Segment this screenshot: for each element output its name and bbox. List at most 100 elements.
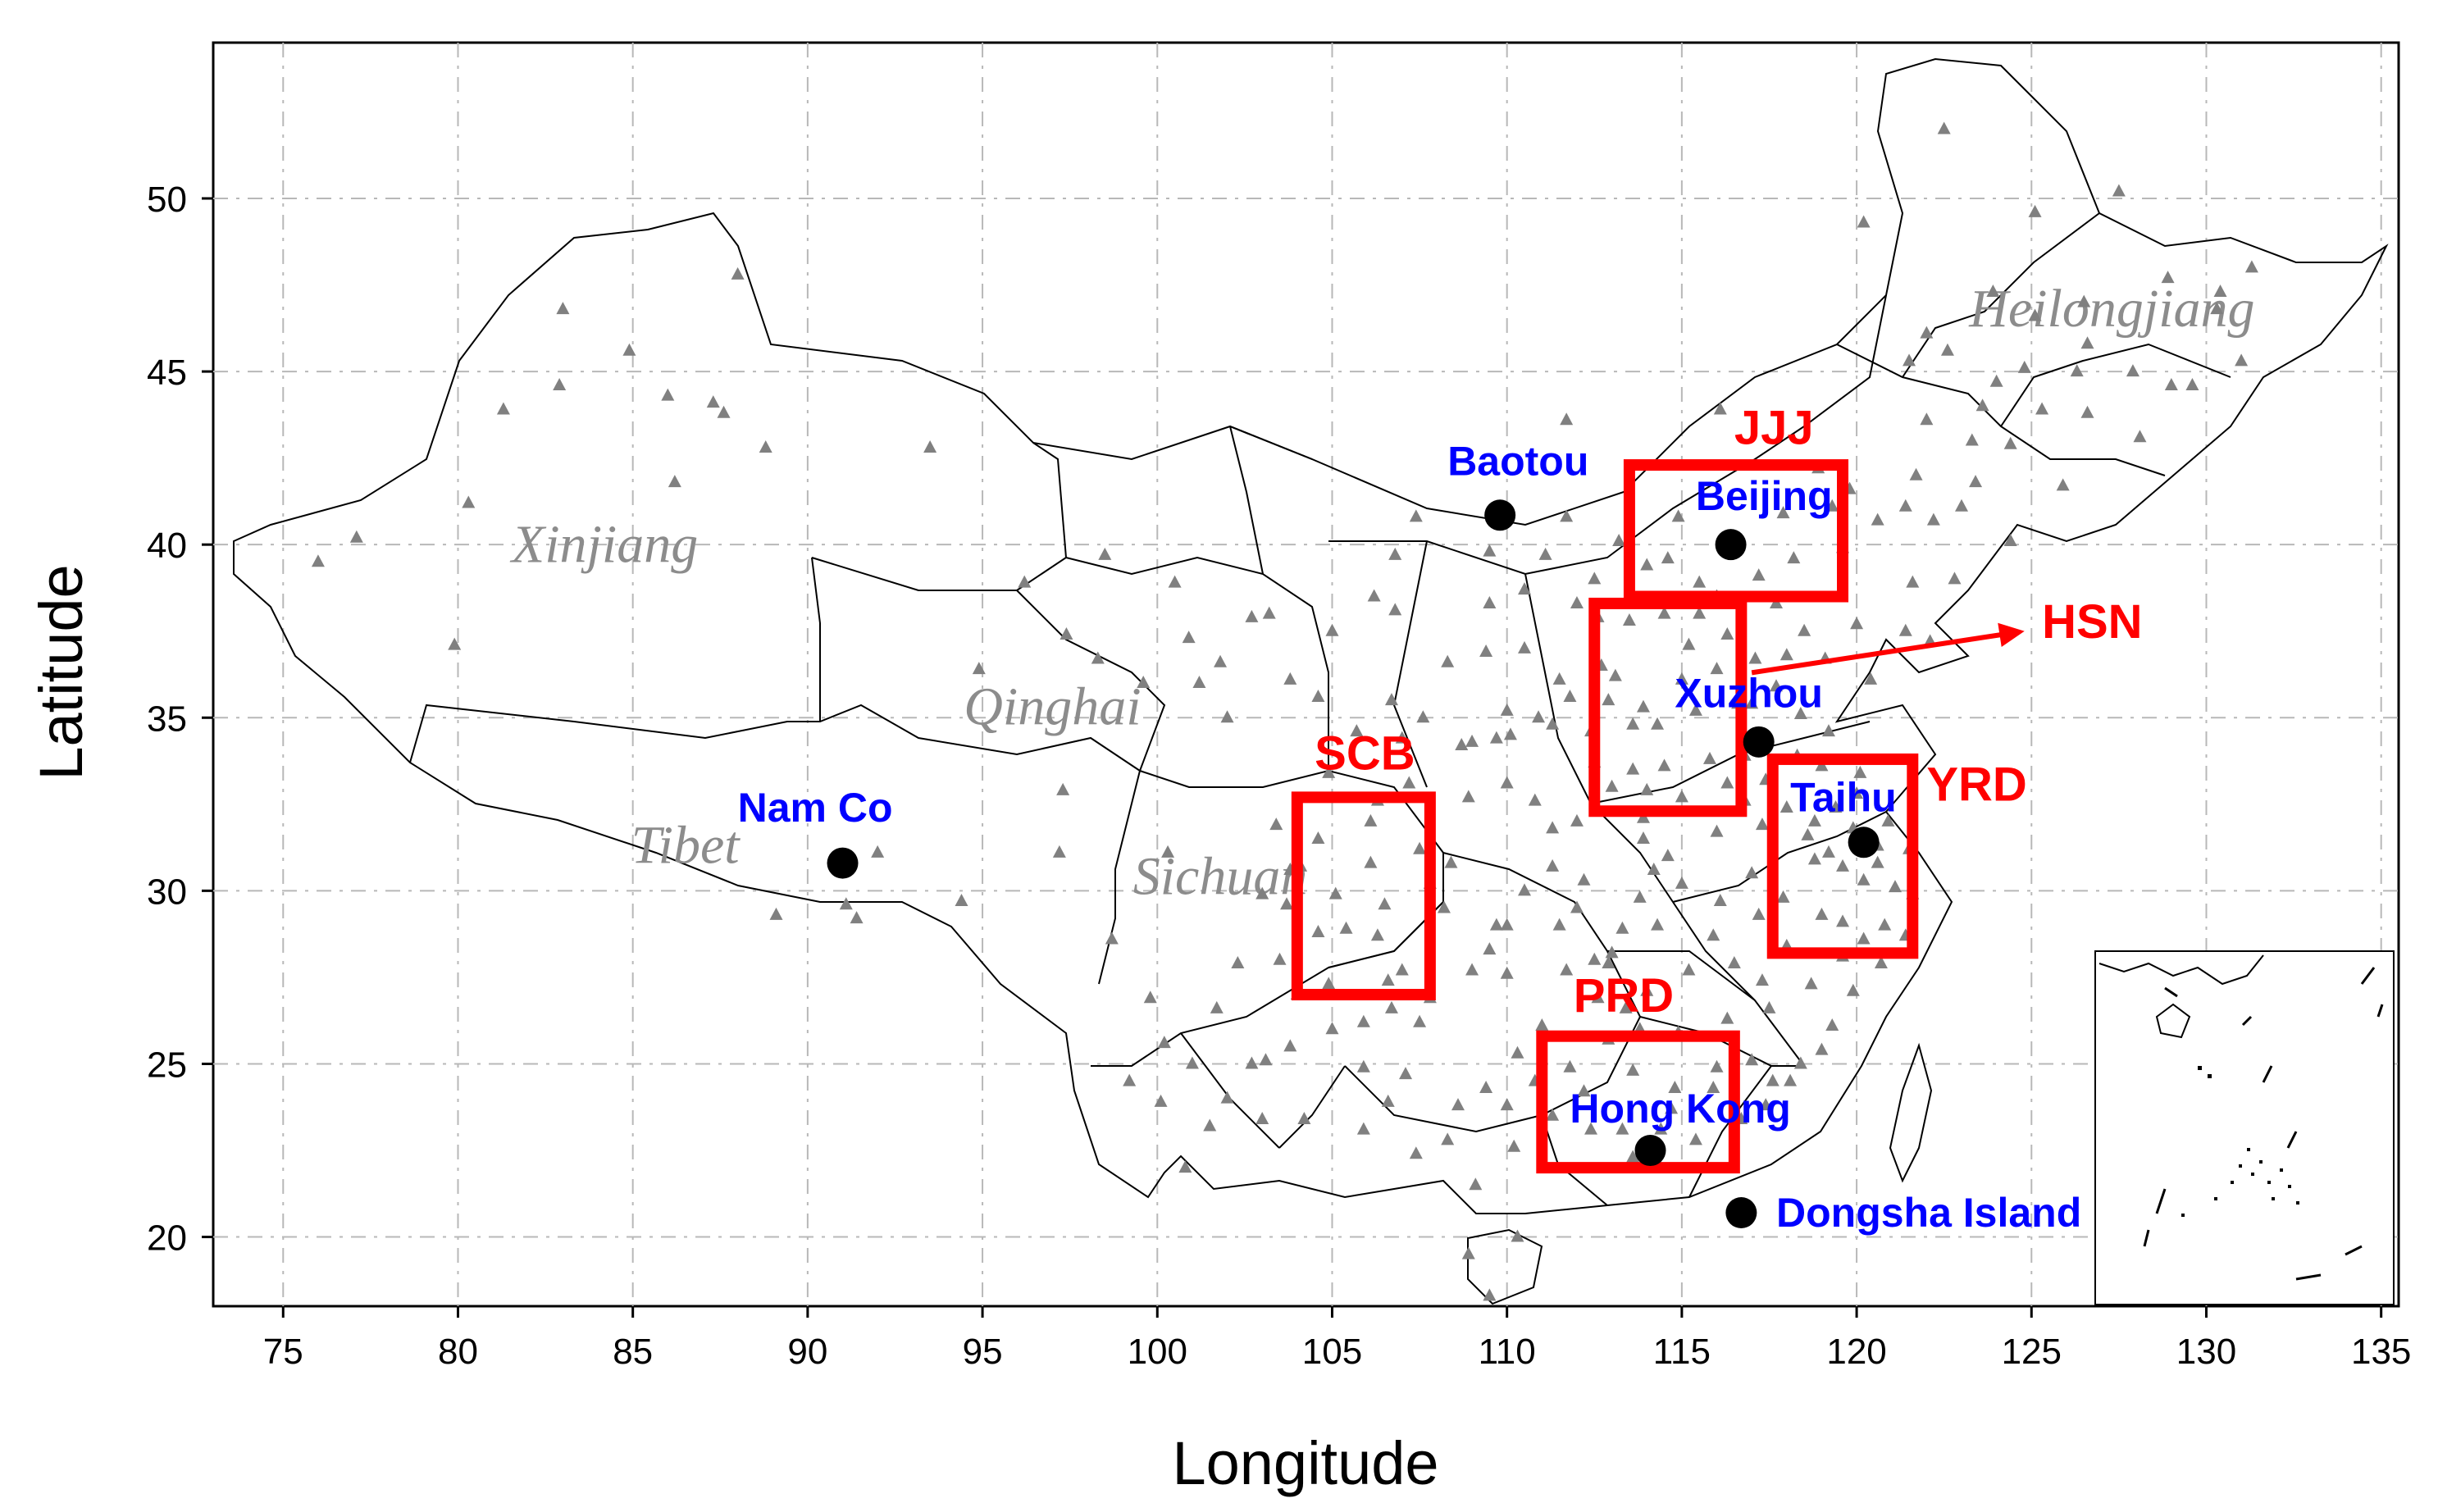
- station-marker: [1143, 991, 1157, 1004]
- station-marker: [462, 495, 476, 508]
- station-marker: [1220, 1091, 1234, 1104]
- station-marker: [1906, 575, 1920, 588]
- station-marker: [1857, 931, 1871, 945]
- station-marker: [1591, 991, 1605, 1004]
- station-marker: [1584, 1122, 1598, 1135]
- station-marker: [1500, 1098, 1514, 1111]
- site-marker-baotou: [1484, 499, 1516, 531]
- study-box-label-prd: PRD: [1574, 969, 1674, 1022]
- station-marker: [1588, 952, 1602, 965]
- station-marker: [1018, 575, 1032, 588]
- station-marker: [1920, 326, 1934, 339]
- monitoring-stations: [311, 121, 2258, 1301]
- station-marker: [1605, 779, 1619, 792]
- station-marker: [1871, 855, 1884, 868]
- station-marker: [1465, 734, 1479, 747]
- station-marker: [1255, 886, 1269, 899]
- station-marker: [2080, 336, 2094, 349]
- border-xinjiang: [811, 442, 1068, 591]
- site-marker-nam-co: [827, 847, 859, 879]
- station-marker: [1489, 731, 1503, 744]
- x-axis-title: Longitude: [1172, 1429, 1438, 1497]
- station-marker: [349, 530, 363, 543]
- station-marker: [1483, 1288, 1497, 1301]
- station-marker: [1903, 353, 1916, 367]
- map-frame: [212, 41, 2400, 1308]
- station-marker: [1214, 654, 1228, 667]
- y-tick-label-20: 20: [147, 1218, 187, 1259]
- station-marker: [1776, 890, 1790, 903]
- station-marker: [1364, 813, 1378, 827]
- station-marker: [1864, 672, 1878, 685]
- province-labels: Xinjiang Qinghai Tibet Sichuan Heilongjiang: [509, 279, 2255, 906]
- station-marker: [1560, 509, 1574, 522]
- station-marker: [1356, 1059, 1370, 1073]
- station-marker: [1255, 1112, 1269, 1125]
- station-marker: [1413, 841, 1427, 854]
- station-marker: [2210, 302, 2224, 315]
- station-marker: [1157, 1036, 1171, 1049]
- x-tick-label-100: 100: [1128, 1332, 1187, 1372]
- station-marker: [1503, 727, 1517, 740]
- station-marker: [1807, 852, 1821, 865]
- station-marker: [1853, 765, 1867, 778]
- station-marker: [1850, 786, 1864, 799]
- station-marker: [1518, 883, 1531, 896]
- station-marker: [1570, 900, 1584, 913]
- station-marker: [2003, 436, 2017, 449]
- station-marker: [2070, 364, 2084, 377]
- station-marker: [1727, 956, 1741, 969]
- station-marker: [850, 911, 864, 924]
- station-marker: [1605, 945, 1619, 959]
- station-marker: [1399, 1067, 1413, 1080]
- station-marker: [1654, 1122, 1668, 1135]
- border-tibet: [409, 704, 1142, 985]
- station-marker: [1798, 623, 1811, 636]
- station-marker: [1881, 813, 1895, 827]
- station-marker: [1815, 1042, 1829, 1055]
- station-marker: [1577, 872, 1591, 886]
- station-marker: [1259, 1053, 1273, 1066]
- border-qinghai: [811, 557, 1166, 772]
- station-marker: [1804, 977, 1818, 990]
- station-marker: [1770, 679, 1784, 692]
- station-marker: [2028, 204, 2042, 217]
- station-marker: [1898, 623, 1912, 636]
- station-marker: [1098, 547, 1112, 560]
- station-marker: [972, 662, 986, 675]
- station-marker: [2213, 284, 2227, 297]
- region-label-tibet: Tibet: [631, 816, 741, 876]
- station-marker: [1602, 693, 1615, 706]
- station-marker: [1793, 1056, 1807, 1069]
- station-marker: [1713, 402, 1727, 415]
- border-inner-mongolia: [1229, 294, 1887, 576]
- inset-nine-dash-line: [2143, 967, 2384, 1281]
- station-marker: [1538, 547, 1552, 560]
- station-marker: [1384, 693, 1398, 706]
- station-marker: [1220, 710, 1234, 723]
- station-marker: [448, 637, 462, 650]
- station-marker: [1857, 872, 1871, 886]
- station-marker: [1745, 696, 1759, 709]
- station-marker: [1546, 858, 1560, 872]
- station-marker: [1356, 1122, 1370, 1135]
- site-marker-hong-kong: [1634, 1135, 1666, 1167]
- taiwan-outline: [1889, 1042, 1933, 1183]
- station-marker: [1511, 1229, 1524, 1242]
- station-marker: [1755, 973, 1769, 986]
- station-marker: [1640, 558, 1654, 571]
- station-marker: [1479, 1081, 1493, 1094]
- station-marker: [1626, 717, 1640, 730]
- site-label-nam-co: Nam Co: [738, 785, 893, 831]
- station-marker: [1500, 966, 1514, 979]
- station-marker: [1675, 876, 1688, 889]
- site-label-dongsha-island: Dongsha Island: [1776, 1190, 2081, 1236]
- station-marker: [1675, 672, 1688, 685]
- station-marker: [1469, 1177, 1483, 1191]
- study-box-label-hsn: HSN: [2042, 595, 2142, 649]
- station-marker: [1451, 1098, 1465, 1111]
- station-marker: [1780, 648, 1793, 661]
- station-marker: [1693, 606, 1707, 619]
- station-marker: [1283, 672, 1297, 685]
- station-marker: [1821, 724, 1835, 737]
